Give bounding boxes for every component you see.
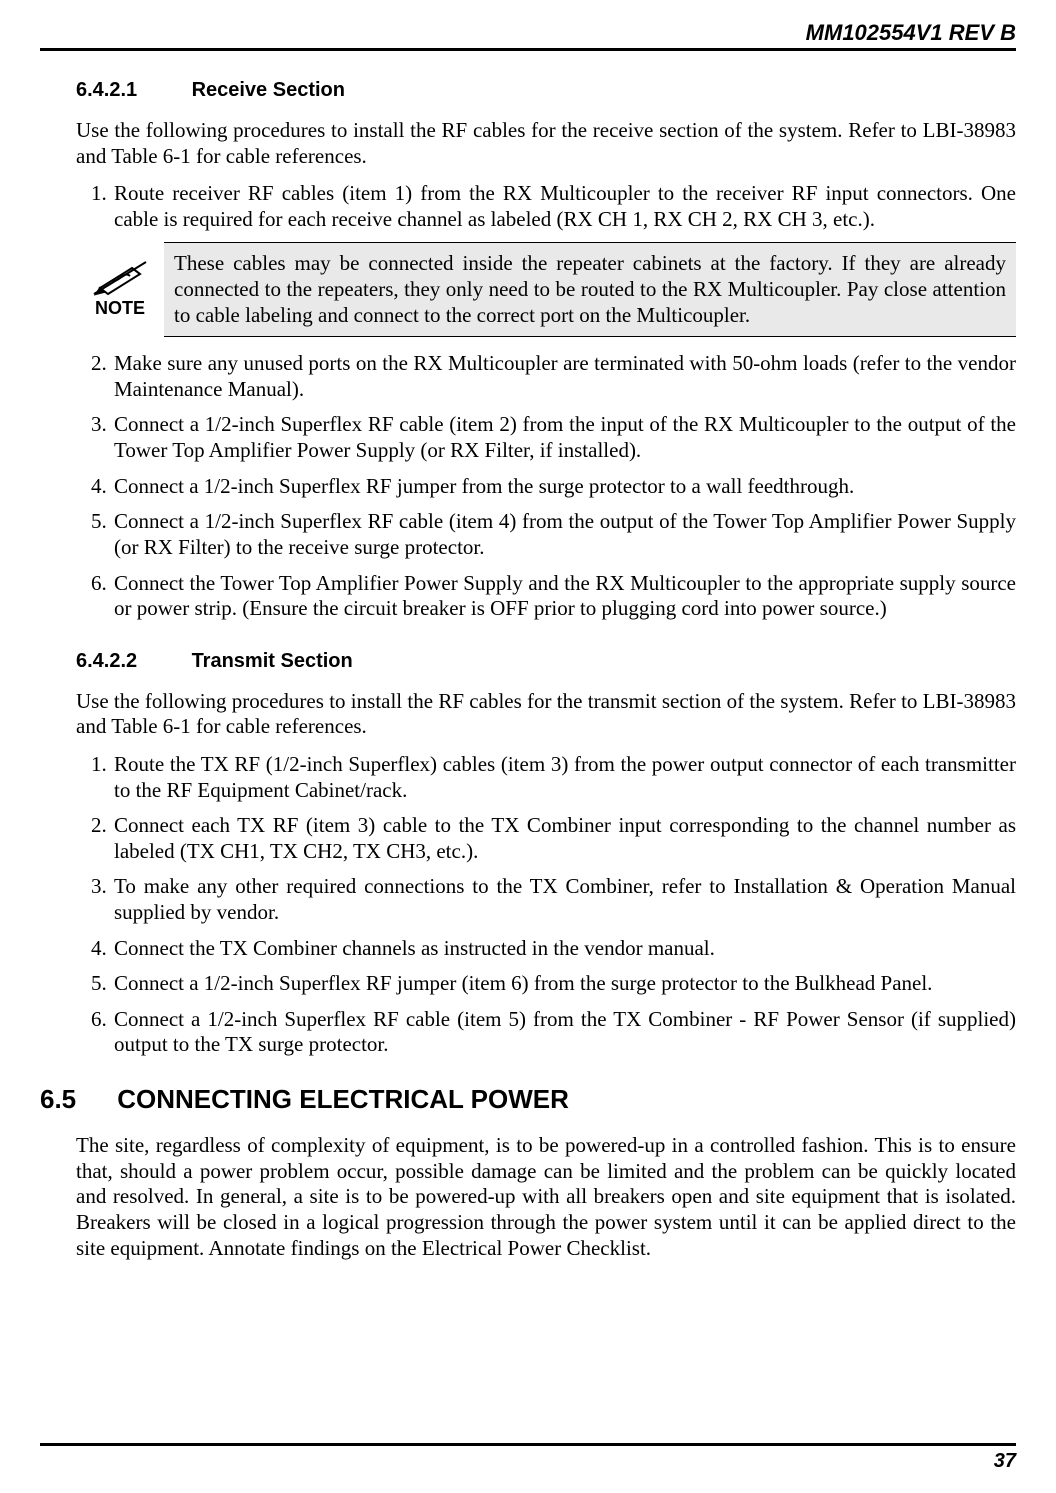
- list-item: Route receiver RF cables (item 1) from t…: [112, 181, 1016, 232]
- heading-title: CONNECTING ELECTRICAL POWER: [117, 1084, 569, 1114]
- page: MM102554V1 REV B 6.4.2.1 Receive Section…: [0, 0, 1056, 1493]
- heading-title: Transmit Section: [192, 650, 353, 672]
- heading-num: 6.4.2.2: [76, 650, 186, 673]
- list-6421-b: Make sure any unused ports on the RX Mul…: [76, 351, 1016, 621]
- intro-65: The site, regardless of complexity of eq…: [76, 1133, 1016, 1261]
- list-item: Connect a 1/2-inch Superflex RF cable (i…: [112, 509, 1016, 560]
- list-6422: Route the TX RF (1/2-inch Superflex) cab…: [76, 752, 1016, 1058]
- list-item: Connect each TX RF (item 3) cable to the…: [112, 813, 1016, 864]
- list-item: Connect a 1/2-inch Superflex RF jumper (…: [112, 971, 1016, 997]
- list-item: To make any other required connections t…: [112, 874, 1016, 925]
- content-area: 6.4.2.1 Receive Section Use the followin…: [40, 79, 1016, 1261]
- list-item: Make sure any unused ports on the RX Mul…: [112, 351, 1016, 402]
- note-label: NOTE: [95, 298, 145, 319]
- heading-65: 6.5 CONNECTING ELECTRICAL POWER: [40, 1084, 1016, 1115]
- heading-title: Receive Section: [192, 79, 345, 101]
- intro-6421: Use the following procedures to install …: [76, 118, 1016, 169]
- heading-num: 6.4.2.1: [76, 79, 186, 102]
- note-icon-col: NOTE: [76, 242, 164, 337]
- list-item: Connect a 1/2-inch Superflex RF jumper f…: [112, 474, 1016, 500]
- note-box: NOTE These cables may be connected insid…: [76, 242, 1016, 337]
- footer-rule: [40, 1443, 1016, 1446]
- header-doc-id: MM102554V1 REV B: [40, 20, 1016, 48]
- note-text: These cables may be connected inside the…: [164, 242, 1016, 337]
- footer: 37: [40, 1443, 1016, 1473]
- heading-6421: 6.4.2.1 Receive Section: [76, 79, 1016, 102]
- list-item: Connect a 1/2-inch Superflex RF cable (i…: [112, 1007, 1016, 1058]
- heading-6422: 6.4.2.2 Transmit Section: [76, 650, 1016, 673]
- pencil-note-icon: [92, 260, 148, 296]
- list-item: Route the TX RF (1/2-inch Superflex) cab…: [112, 752, 1016, 803]
- list-6421-a: Route receiver RF cables (item 1) from t…: [76, 181, 1016, 232]
- heading-num: 6.5: [40, 1084, 110, 1115]
- header-rule: [40, 48, 1016, 51]
- intro-6422: Use the following procedures to install …: [76, 689, 1016, 740]
- list-item: Connect the TX Combiner channels as inst…: [112, 936, 1016, 962]
- page-number: 37: [40, 1450, 1016, 1473]
- list-item: Connect the Tower Top Amplifier Power Su…: [112, 571, 1016, 622]
- list-item: Connect a 1/2-inch Superflex RF cable (i…: [112, 412, 1016, 463]
